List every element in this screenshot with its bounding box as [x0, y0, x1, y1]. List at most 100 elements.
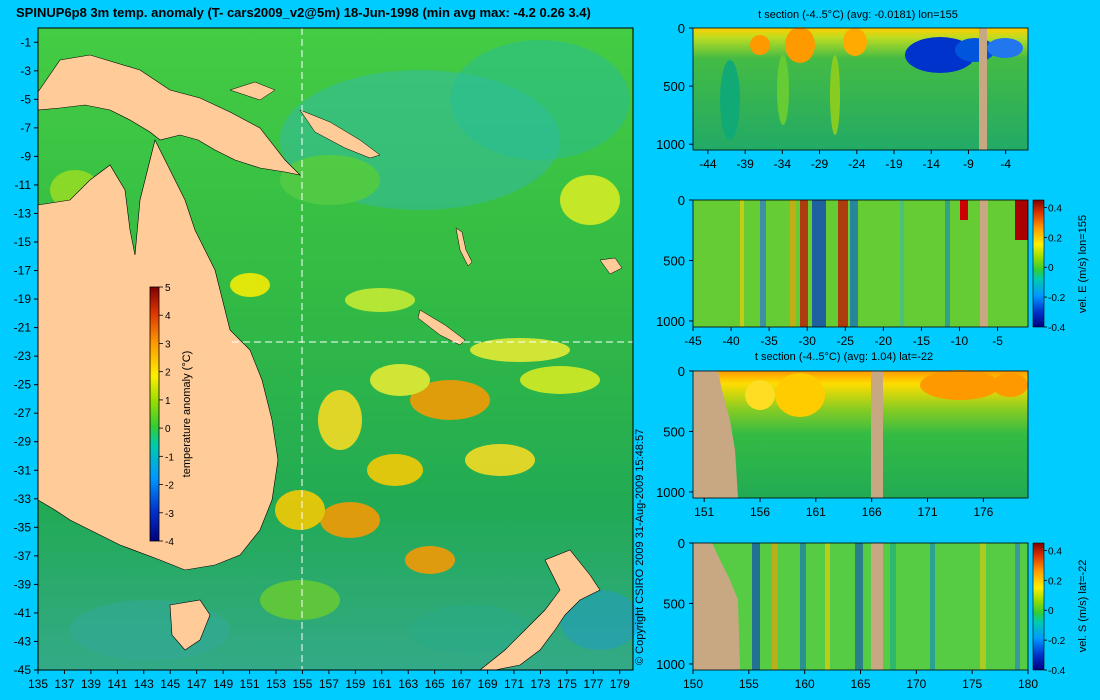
- section-xtick-label: -9: [963, 157, 974, 171]
- section-xtick-label: -14: [923, 157, 941, 171]
- panel-3-features: [745, 370, 1028, 417]
- panel-1-title: t section (-4..5°C) (avg: -0.0181) lon=1…: [758, 9, 958, 21]
- map-xtick-label: 153: [266, 677, 286, 691]
- section-ytick-label: 1000: [656, 485, 685, 500]
- section-cbar-tick-label: 0: [1048, 263, 1054, 274]
- map-xtick-label: 157: [319, 677, 339, 691]
- map-ytick-label: -43: [14, 634, 32, 648]
- colorbar-tick-label: -2: [165, 481, 174, 492]
- section-ytick-label: 1000: [656, 314, 685, 329]
- colorbar-tick-label: -4: [165, 537, 174, 548]
- panel-4-land-australia: [693, 543, 740, 670]
- map-xtick-label: 137: [54, 677, 74, 691]
- panel-4-features: [752, 543, 1020, 670]
- map-xtick-label: 139: [81, 677, 101, 691]
- map-xtick-label: 163: [398, 677, 418, 691]
- land-vanuatu: [455, 227, 473, 267]
- land-new-zealand: [479, 549, 601, 671]
- map-xtick-label: 179: [610, 677, 630, 691]
- colorbar-tick-label: -1: [165, 452, 174, 463]
- section-ytick-label: 500: [663, 79, 685, 94]
- map-ytick-label: -45: [14, 663, 32, 677]
- section-xtick-label: 170: [906, 677, 926, 691]
- panel-2-axes: -45 -40 -35 -30 -25 -20 -15 -10 -5 0 500 1000: [656, 193, 1003, 348]
- map-xtick-label: 155: [292, 677, 312, 691]
- section-xtick-label: -5: [992, 334, 1003, 348]
- map-xtick-label: 151: [240, 677, 260, 691]
- colorbar-label: temperature anomaly (°C): [181, 351, 193, 478]
- map-xtick-label: 149: [213, 677, 233, 691]
- panel-3-land: [871, 371, 883, 498]
- map-xtick-label: 165: [425, 677, 445, 691]
- panel-2-land: [980, 200, 988, 327]
- land-new-guinea: [37, 54, 301, 176]
- land-fiji: [599, 257, 623, 275]
- panel-1-frame: [692, 27, 1029, 151]
- section-cbar-tick-label: 0.2: [1048, 576, 1062, 587]
- section-xtick-label: 150: [683, 677, 703, 691]
- panel-1-axes: -44 -39 -34 -29 -24 -19 -14 -9 -4 0 500 1000: [656, 21, 1011, 171]
- section-xtick-label: 161: [806, 505, 826, 519]
- section-xtick-label: -34: [774, 157, 792, 171]
- section-xtick-label: 151: [694, 505, 714, 519]
- copyright-text: © Copyright CSIRO 2009 31-Aug-2009 15:48…: [634, 429, 646, 665]
- land-solomons: [299, 109, 381, 159]
- section-xtick-label: -10: [951, 334, 969, 348]
- colorbar-tick-label: -3: [165, 509, 174, 520]
- panel-t-section-lat: t section (-4..5°C) (avg: 1.04) lat=-22 …: [656, 351, 1029, 519]
- map-ytick-label: -7: [20, 121, 31, 135]
- map-xtick-label: 161: [372, 677, 392, 691]
- map-xtick-label: 135: [28, 677, 48, 691]
- section-cbar-tick-label: 0.4: [1048, 203, 1062, 214]
- panel-3-axes: 151 156 161 166 171 176 0 500 1000: [656, 364, 994, 519]
- section-xtick-label: -44: [699, 157, 717, 171]
- map-ytick-label: -17: [14, 264, 32, 278]
- map-axes: 135 137 139 141 143 145 147 149 151 153 155 157 159 1…: [14, 35, 630, 691]
- map-ytick-label: -11: [15, 178, 32, 192]
- map-ytick-label: -41: [14, 606, 32, 620]
- section-xtick-label: -30: [799, 334, 817, 348]
- map-ytick-label: -21: [14, 321, 32, 335]
- colorbar-tick-label: 4: [165, 311, 171, 322]
- section-ytick-label: 0: [678, 536, 685, 551]
- map-frame: [37, 27, 634, 671]
- map-xtick-label: 145: [160, 677, 180, 691]
- panel-2-plot: [693, 200, 1028, 327]
- panel-velS-section: 150 155 160 165 170 175 180 0 500 1000 0.4 0.2 0 -0.…: [656, 536, 1089, 691]
- colorbar-tick-label: 3: [165, 339, 171, 350]
- map-xtick-label: 143: [134, 677, 154, 691]
- section-xtick-label: -4: [1000, 157, 1011, 171]
- section-cbar-tick-label: 0.4: [1048, 546, 1062, 557]
- panel-3-frame: [692, 370, 1029, 499]
- map-ytick-label: -33: [14, 492, 32, 506]
- section-xtick-label: 165: [850, 677, 870, 691]
- section-xtick-label: -15: [913, 334, 931, 348]
- map-ytick-label: -13: [14, 206, 32, 220]
- map-xtick-label: 169: [478, 677, 498, 691]
- land-new-caledonia: [417, 309, 466, 346]
- map-ytick-label: -5: [20, 92, 31, 106]
- colorbar-tick-label: 2: [165, 368, 171, 379]
- section-xtick-label: -35: [760, 334, 778, 348]
- map-ytick-label: -23: [14, 349, 32, 363]
- section-xtick-label: -39: [736, 157, 754, 171]
- map-xtick-label: 177: [583, 677, 603, 691]
- map-colorbar: 5 4 3 2 1 0 -1 -2 -3 -4 temperature anomaly (°C): [149, 283, 193, 548]
- map-ytick-label: -9: [20, 149, 31, 163]
- panel-2-colorbar: [1032, 199, 1045, 328]
- section-cbar-tick-label: -0.2: [1048, 293, 1066, 304]
- section-xtick-label: -45: [684, 334, 702, 348]
- colorbar-tick-label: 0: [165, 424, 171, 435]
- map-ytick-label: -37: [14, 549, 32, 563]
- panel-4-land: [871, 543, 883, 670]
- section-ytick-label: 0: [678, 193, 685, 208]
- map-xtick-label: 171: [504, 677, 524, 691]
- section-cbar-tick-label: 0: [1048, 606, 1054, 617]
- map-xtick-label: 167: [451, 677, 471, 691]
- panel-3-title: t section (-4..5°C) (avg: 1.04) lat=-22: [755, 351, 933, 363]
- section-xtick-label: -40: [722, 334, 740, 348]
- section-ytick-label: 1000: [656, 137, 685, 152]
- map-xtick-label: 175: [557, 677, 577, 691]
- map-xtick-label: 159: [345, 677, 365, 691]
